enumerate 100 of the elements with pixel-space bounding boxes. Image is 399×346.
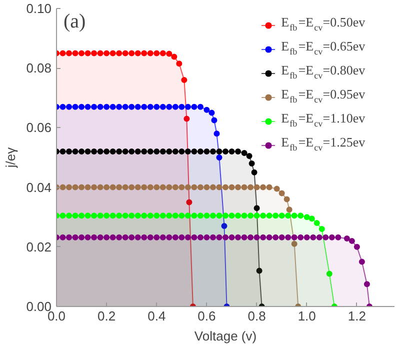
point [254,205,260,212]
point [78,212,85,219]
point [272,234,279,240]
point [298,234,304,240]
point [97,234,104,240]
point [166,104,172,110]
point [248,184,254,190]
point [128,234,135,240]
point [104,104,110,110]
point [84,234,91,240]
point [197,104,204,110]
point [191,148,198,155]
point [141,50,148,56]
point [216,212,222,219]
point [116,104,122,110]
point [147,104,154,110]
point [110,184,116,190]
point [266,184,272,190]
point [248,160,255,166]
point [104,50,110,56]
point [154,104,160,110]
point [60,212,66,219]
point [147,50,154,56]
point [122,104,128,110]
point [166,234,172,240]
point [116,234,122,240]
point [84,212,91,219]
point [308,216,315,222]
point [191,212,198,219]
point [78,148,85,155]
point [197,184,204,190]
point [286,206,292,213]
point [248,212,254,219]
point [147,184,154,190]
point [78,234,85,240]
point [104,212,110,219]
point [204,184,210,190]
point [128,184,135,190]
point [66,184,72,190]
point [97,184,104,190]
point [204,148,210,155]
point [178,104,185,110]
annotation: (a) [64,10,86,32]
y-tick-label: 0.06 [26,120,52,136]
x-tick-label: 1.0 [298,308,316,324]
point [210,234,216,240]
point [178,184,185,190]
point [60,148,66,155]
point [284,196,290,202]
point [128,148,135,155]
point [348,238,355,244]
point [326,270,332,277]
point [154,184,160,190]
point [166,212,172,219]
point [184,212,191,219]
y-tick-label: 0.04 [26,180,52,195]
point [335,234,342,240]
point [204,234,210,240]
point [66,212,72,219]
point [204,212,210,219]
point [84,50,91,56]
point [134,148,141,155]
point [222,184,228,190]
point [154,234,160,240]
point [216,148,222,155]
point [208,110,215,116]
point [191,234,198,240]
point [210,212,216,219]
y-tick-label: 0.10 [26,1,52,16]
point [344,236,350,242]
point [328,234,335,240]
point [141,104,148,110]
point [154,50,160,56]
point [154,148,160,155]
point [72,50,78,56]
point [246,153,252,160]
point [60,104,66,110]
point [91,50,98,56]
point [241,150,248,156]
point [91,148,98,155]
point [60,184,66,190]
point [221,223,228,230]
point [210,148,216,155]
point [84,104,91,110]
point [235,234,242,240]
point [134,234,141,240]
point [235,148,242,155]
point [204,106,210,113]
point [222,212,228,219]
point [184,184,191,190]
point [122,212,128,219]
point [285,234,292,240]
point [241,212,248,219]
point [134,50,141,56]
point [160,50,166,56]
point [304,234,310,240]
point [110,234,116,240]
point [354,244,360,250]
point [72,234,78,240]
point [147,148,154,155]
